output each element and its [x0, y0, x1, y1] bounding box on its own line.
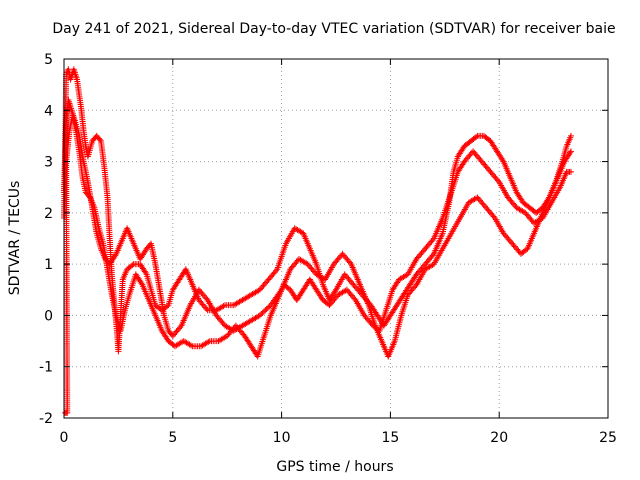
data-point	[260, 308, 267, 315]
chart-title: Day 241 of 2021, Sidereal Day-to-day VTE…	[52, 21, 615, 37]
data-point	[177, 324, 184, 331]
x-tick-label: 5	[168, 430, 177, 446]
data-point	[342, 287, 349, 294]
x-tick-label: 25	[599, 430, 617, 446]
y-tick-label: 4	[44, 103, 53, 119]
data-point	[429, 236, 436, 243]
data-point	[129, 262, 136, 269]
data-point	[568, 148, 575, 155]
data-point	[351, 295, 358, 302]
y-tick-label: -2	[39, 411, 53, 427]
data-point	[494, 177, 501, 184]
data-point	[142, 269, 149, 276]
data-point	[138, 280, 145, 287]
y-tick-label: 5	[44, 52, 53, 68]
data-point	[273, 267, 280, 274]
y-tick-label: 0	[44, 308, 53, 324]
grid	[64, 59, 608, 418]
y-tick-label: 1	[44, 257, 53, 273]
data-point	[472, 195, 479, 202]
data-point	[490, 213, 497, 220]
data-point	[412, 283, 419, 290]
x-tick-label: 10	[273, 430, 291, 446]
y-axis-label: SDTVAR / TECUs	[7, 181, 23, 296]
data-point	[187, 342, 194, 349]
x-tick-label: 15	[381, 430, 399, 446]
x-axis-label: GPS time / hours	[276, 459, 393, 475]
data-point	[256, 312, 263, 319]
data-point	[203, 305, 210, 312]
data-point	[568, 168, 575, 175]
data-point	[568, 132, 575, 139]
data-point	[429, 252, 436, 259]
data-point	[499, 157, 506, 164]
data-point	[346, 259, 353, 266]
data-point	[567, 149, 574, 156]
data-point	[112, 252, 119, 259]
data-point	[332, 288, 339, 295]
data-point	[203, 295, 210, 302]
data-point	[473, 133, 480, 140]
data-points	[61, 66, 575, 416]
data-point	[259, 309, 266, 316]
data-point	[258, 311, 265, 318]
data-point	[205, 338, 212, 345]
axis-ticks: 0 5 10 15 20 25 -2 -1 0 1 2 3 4 5	[39, 52, 617, 446]
y-tick-label: 2	[44, 206, 53, 222]
plot-frame	[63, 58, 609, 419]
data-point	[262, 307, 269, 314]
y-tick-label: 3	[44, 155, 53, 171]
data-point	[220, 303, 227, 310]
x-tick-label: 20	[490, 430, 508, 446]
data-point	[96, 136, 103, 143]
x-tick-label: 0	[60, 430, 69, 446]
data-point	[263, 306, 270, 313]
y-tick-label: -1	[39, 360, 53, 376]
data-point	[265, 304, 271, 311]
